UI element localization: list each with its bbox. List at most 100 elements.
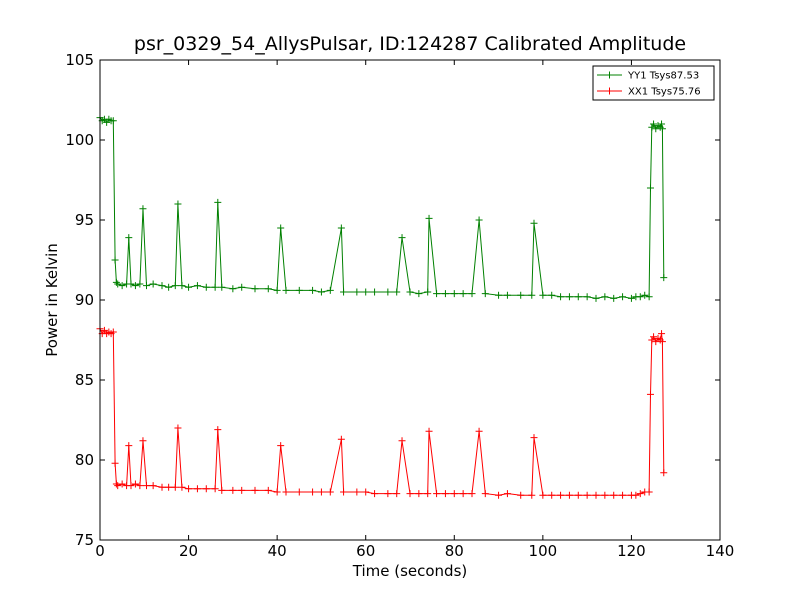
data-point <box>658 338 666 346</box>
data-point <box>601 491 609 499</box>
data-point <box>111 459 119 467</box>
data-point <box>425 214 433 222</box>
data-point <box>517 491 525 499</box>
data-point <box>627 294 635 302</box>
data-point <box>384 288 392 296</box>
data-point <box>214 426 222 434</box>
data-point <box>641 291 649 299</box>
data-point <box>317 288 325 296</box>
y-tick-label: 75 <box>75 531 94 549</box>
data-point <box>125 234 133 242</box>
data-point <box>251 486 259 494</box>
data-point <box>645 488 653 496</box>
series-line <box>99 328 665 496</box>
data-point <box>650 333 658 341</box>
data-point <box>481 290 489 298</box>
data-point <box>251 285 259 293</box>
data-point <box>658 120 666 128</box>
data-point <box>468 290 476 298</box>
data-point <box>309 286 317 294</box>
x-axis-label: Time (seconds) <box>352 562 468 580</box>
data-point <box>565 293 573 301</box>
data-point <box>165 483 173 491</box>
data-point <box>214 198 222 206</box>
data-point <box>384 490 392 498</box>
data-point <box>229 285 237 293</box>
data-point <box>218 486 226 494</box>
data-point <box>337 435 345 443</box>
data-point <box>530 219 538 227</box>
data-point <box>539 491 547 499</box>
data-point <box>109 117 117 125</box>
x-tick-label: 0 <box>95 542 105 560</box>
data-point <box>530 434 538 442</box>
data-point <box>165 283 173 291</box>
data-point <box>114 280 122 288</box>
data-point <box>371 490 379 498</box>
legend-marker <box>606 87 613 95</box>
data-point <box>125 442 133 450</box>
data-point <box>658 125 666 133</box>
axis-layer: 0 20 40 60 80 100 120 140 75 80 85 90 95 100 105 <box>65 51 734 560</box>
data-point <box>619 293 627 301</box>
data-point <box>127 280 135 288</box>
data-point <box>337 224 345 232</box>
data-point <box>371 288 379 296</box>
data-point <box>131 480 139 488</box>
data-point <box>601 293 609 301</box>
legend-label: YY1 Tsys87.53 <box>627 71 699 82</box>
data-point <box>398 234 406 242</box>
x-tick-label: 140 <box>706 542 735 560</box>
y-tick-label: 85 <box>75 371 94 389</box>
data-point <box>415 290 423 298</box>
data-point <box>528 291 536 299</box>
data-point <box>636 490 644 498</box>
data-point <box>171 282 179 290</box>
data-point <box>202 283 210 291</box>
data-point <box>574 293 582 301</box>
data-point <box>264 486 272 494</box>
data-point <box>282 488 290 496</box>
data-point <box>362 288 370 296</box>
data-point <box>406 288 414 296</box>
data-point <box>238 486 246 494</box>
data-point <box>193 485 201 493</box>
data-point <box>468 490 476 498</box>
y-tick-label: 90 <box>75 291 94 309</box>
data-point <box>114 482 122 490</box>
y-axis-label: Power in Kelvin <box>43 243 61 357</box>
series-1 <box>96 325 668 499</box>
data-point <box>648 123 656 131</box>
data-point <box>503 291 511 299</box>
data-point <box>475 427 483 435</box>
data-point <box>503 490 511 498</box>
data-point <box>539 291 547 299</box>
data-point <box>139 437 147 445</box>
data-point <box>178 483 186 491</box>
chart-title: psr_0329_54_AllysPulsar, ID:124287 Calib… <box>133 33 687 55</box>
data-point <box>441 290 449 298</box>
data-point <box>218 283 226 291</box>
data-point <box>424 288 432 296</box>
legend-marker <box>606 71 613 79</box>
data-point <box>433 490 441 498</box>
data-point <box>111 256 119 264</box>
data-point <box>592 491 600 499</box>
data-point <box>592 294 600 302</box>
data-point <box>495 491 503 499</box>
data-point <box>658 330 666 338</box>
data-point <box>646 390 654 398</box>
data-point <box>118 282 126 290</box>
data-point <box>112 278 120 286</box>
data-point <box>475 216 483 224</box>
data-point <box>646 184 654 192</box>
x-tick-label: 120 <box>617 542 646 560</box>
data-point <box>583 293 591 301</box>
data-point <box>660 469 668 477</box>
data-point <box>433 290 441 298</box>
data-point <box>109 328 117 336</box>
data-point <box>441 490 449 498</box>
data-point <box>406 490 414 498</box>
data-point <box>295 488 303 496</box>
